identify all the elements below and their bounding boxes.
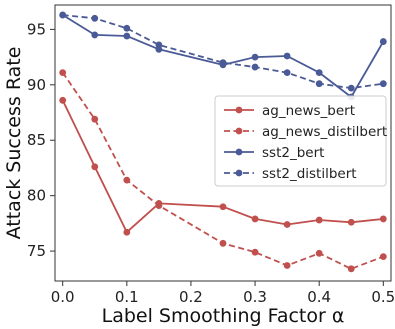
legend-marker-ag_news_bert	[235, 106, 243, 114]
x-axis-label: Label Smoothing Factor α	[102, 305, 345, 327]
data-point-ag_news_bert	[315, 216, 323, 224]
x-tick-label: 0.5	[371, 288, 395, 306]
data-point-ag_news_distilbert	[347, 265, 355, 273]
y-axis-label: Attack Success Rate	[3, 47, 25, 240]
data-point-ag_news_bert	[379, 215, 387, 223]
data-point-sst2_distilbert	[123, 24, 131, 32]
x-tick-label: 0.0	[51, 288, 75, 306]
series-line-sst2_distilbert	[62, 14, 384, 89]
data-point-ag_news_distilbert	[155, 202, 163, 210]
legend: ag_news_bert ag_news_distilbert sst2_berts…	[214, 95, 387, 187]
data-point-ag_news_distilbert	[91, 115, 99, 123]
data-point-sst2_distilbert	[155, 41, 163, 49]
data-point-sst2_bert	[251, 53, 259, 61]
legend-label-ag_news_bert: ag_news_bert	[262, 103, 355, 119]
data-point-sst2_bert	[91, 31, 99, 39]
data-point-sst2_distilbert	[59, 11, 67, 19]
x-tick-label: 0.3	[243, 288, 267, 306]
series-line-ag_news_bert	[61, 99, 384, 234]
data-point-ag_news_distilbert	[283, 262, 291, 269]
data-point-sst2_bert	[283, 52, 291, 60]
y-axis: 75 80 85 90 95	[27, 20, 55, 260]
legend-marker-sst2_distilbert	[235, 169, 243, 177]
x-axis: 0.0 0.1 0.2 0.3 0.4 0.5	[51, 281, 395, 306]
y-tick-label: 80	[27, 187, 46, 205]
data-point-sst2_bert	[123, 32, 131, 40]
legend-label-ag_news_distilbert: ag_news_distilbert	[262, 124, 387, 140]
data-point-ag_news_distilbert	[59, 69, 67, 77]
data-point-ag_news_distilbert	[315, 249, 323, 257]
data-point-ag_news_distilbert	[123, 176, 131, 184]
y-tick-label: 90	[27, 76, 46, 94]
data-point-sst2_distilbert	[315, 80, 323, 88]
x-tick-label: 0.2	[179, 288, 203, 306]
data-point-ag_news_bert	[347, 218, 355, 226]
data-point-sst2_distilbert	[283, 69, 291, 77]
data-point-ag_news_bert	[91, 163, 99, 171]
data-point-sst2_bert	[315, 69, 323, 77]
data-point-sst2_bert	[379, 38, 387, 45]
data-point-ag_news_distilbert	[251, 248, 259, 256]
y-tick-label: 75	[27, 242, 46, 260]
legend-label-sst2_bert: sst2_bert	[262, 145, 324, 161]
y-tick-label: 85	[27, 131, 46, 149]
x-tick-label: 0.4	[307, 288, 331, 306]
series-line-sst2_bert	[62, 14, 385, 98]
x-tick-label: 0.1	[115, 288, 139, 306]
data-point-ag_news_bert	[59, 96, 67, 104]
series-layer	[59, 11, 387, 273]
y-tick-label: 95	[27, 20, 46, 38]
legend-label-sst2_distilbert: sst2_distilbert	[262, 166, 357, 182]
data-point-sst2_distilbert	[251, 63, 259, 71]
legend-box	[214, 95, 387, 187]
data-point-ag_news_distilbert	[379, 253, 387, 261]
data-point-ag_news_bert	[219, 203, 227, 211]
data-point-ag_news_bert	[283, 221, 291, 228]
data-point-sst2_distilbert	[347, 84, 355, 92]
data-point-sst2_distilbert	[219, 59, 227, 67]
data-point-ag_news_distilbert	[219, 239, 227, 247]
series-line-ag_news_distilbert	[61, 72, 384, 270]
data-point-ag_news_bert	[251, 215, 259, 223]
data-point-sst2_distilbert	[379, 80, 387, 88]
legend-marker-ag_news_distilbert	[235, 127, 243, 135]
data-point-sst2_distilbert	[91, 14, 99, 22]
legend-marker-sst2_bert	[235, 148, 243, 156]
data-point-ag_news_bert	[123, 228, 131, 236]
